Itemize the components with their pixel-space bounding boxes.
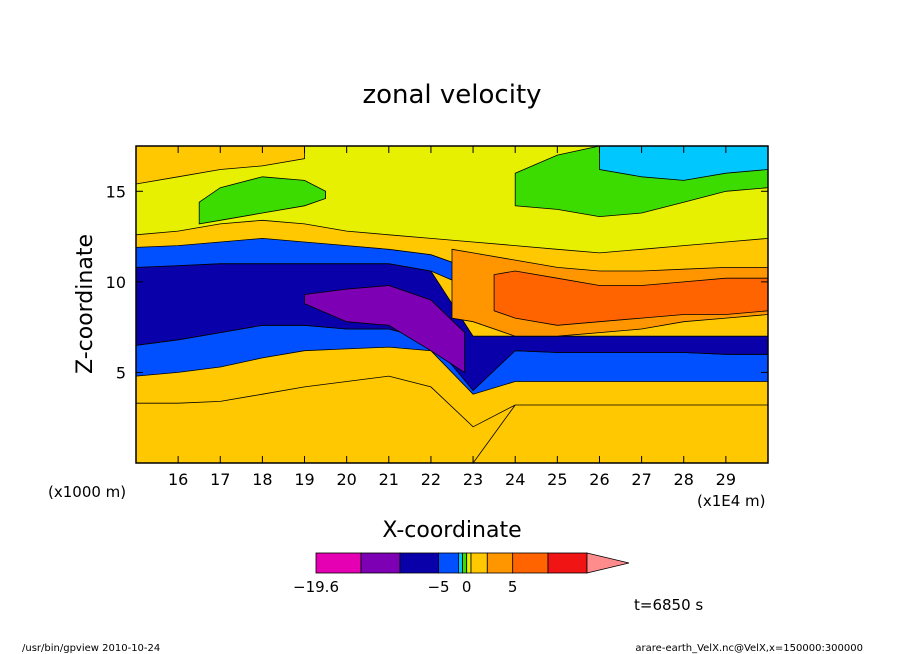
x-tick-label: 23: [463, 470, 483, 489]
chart-title: zonal velocity: [362, 80, 541, 110]
colorbar-segment: [438, 552, 460, 574]
colorbar: [315, 552, 630, 574]
y-axis-ticks: 5 10 15: [106, 182, 768, 382]
x-tick-label: 20: [336, 470, 356, 489]
y-tick-label: 10: [106, 273, 126, 292]
band-top-left-orange: [136, 146, 305, 185]
y-tick-label: 5: [116, 363, 126, 382]
colorbar-segment: [512, 552, 549, 574]
colorbar-extension: [586, 552, 630, 574]
x-tick-label: 18: [252, 470, 272, 489]
x-tick-label: 19: [294, 470, 314, 489]
plot-frame: [135, 145, 769, 464]
x-tick-label: 28: [674, 470, 694, 489]
x-tick-label: 21: [379, 470, 399, 489]
x-tick-label: 25: [547, 470, 567, 489]
band-surface-orange: [136, 375, 768, 463]
x-tick-label: 27: [631, 470, 651, 489]
footer-left: /usr/bin/gpview 2010-10-24: [22, 643, 160, 654]
colorbar-tick-label: −5: [427, 578, 449, 596]
x-tick-label: 16: [168, 470, 188, 489]
colorbar-segment: [547, 552, 588, 574]
colorbar-tick-label: −19.6: [293, 578, 339, 596]
colorbar-segment: [315, 552, 362, 574]
footer-right: arare-earth_VelX.nc@VelX,x=150000:300000: [635, 643, 863, 654]
velocity-bands: [136, 146, 768, 463]
colorbar-tick-label: 5: [508, 578, 518, 596]
x-tick-label: 26: [589, 470, 609, 489]
x-axis-label: X-coordinate: [382, 518, 521, 543]
colorbar-segment: [466, 552, 472, 574]
x-tick-label: 29: [716, 470, 736, 489]
colorbar-tick-label: 0: [462, 578, 472, 596]
x-unit-label: (x1E4 m): [697, 492, 766, 510]
colorbar-segment: [458, 552, 463, 574]
band-top-green: [198, 176, 326, 225]
y-tick-label: 15: [106, 182, 126, 201]
colorbar-segment: [486, 552, 514, 574]
colorbar-segment: [360, 552, 401, 574]
x-tick-label: 22: [421, 470, 441, 489]
plot-area: [135, 145, 769, 464]
band-top-right-cyan: [599, 146, 768, 181]
band-upper-dark-orange: [493, 270, 768, 326]
colorbar-ticks: −19.6 −5 0 5: [293, 578, 517, 596]
band-mid-purple: [304, 285, 465, 374]
x-tick-label: 24: [505, 470, 525, 489]
colorbar-segment: [462, 552, 468, 574]
y-axis-label: Z-coordinate: [73, 234, 98, 374]
x-tick-label: 17: [210, 470, 230, 489]
colorbar-segment: [399, 552, 439, 574]
colorbar-segment: [470, 552, 488, 574]
x-axis-ticks: 16 17 18 19 20 21 22 23 24 25 26 27 28 29: [168, 146, 736, 489]
time-label: t=6850 s: [634, 596, 703, 614]
y-unit-label: (x1000 m): [48, 483, 126, 501]
